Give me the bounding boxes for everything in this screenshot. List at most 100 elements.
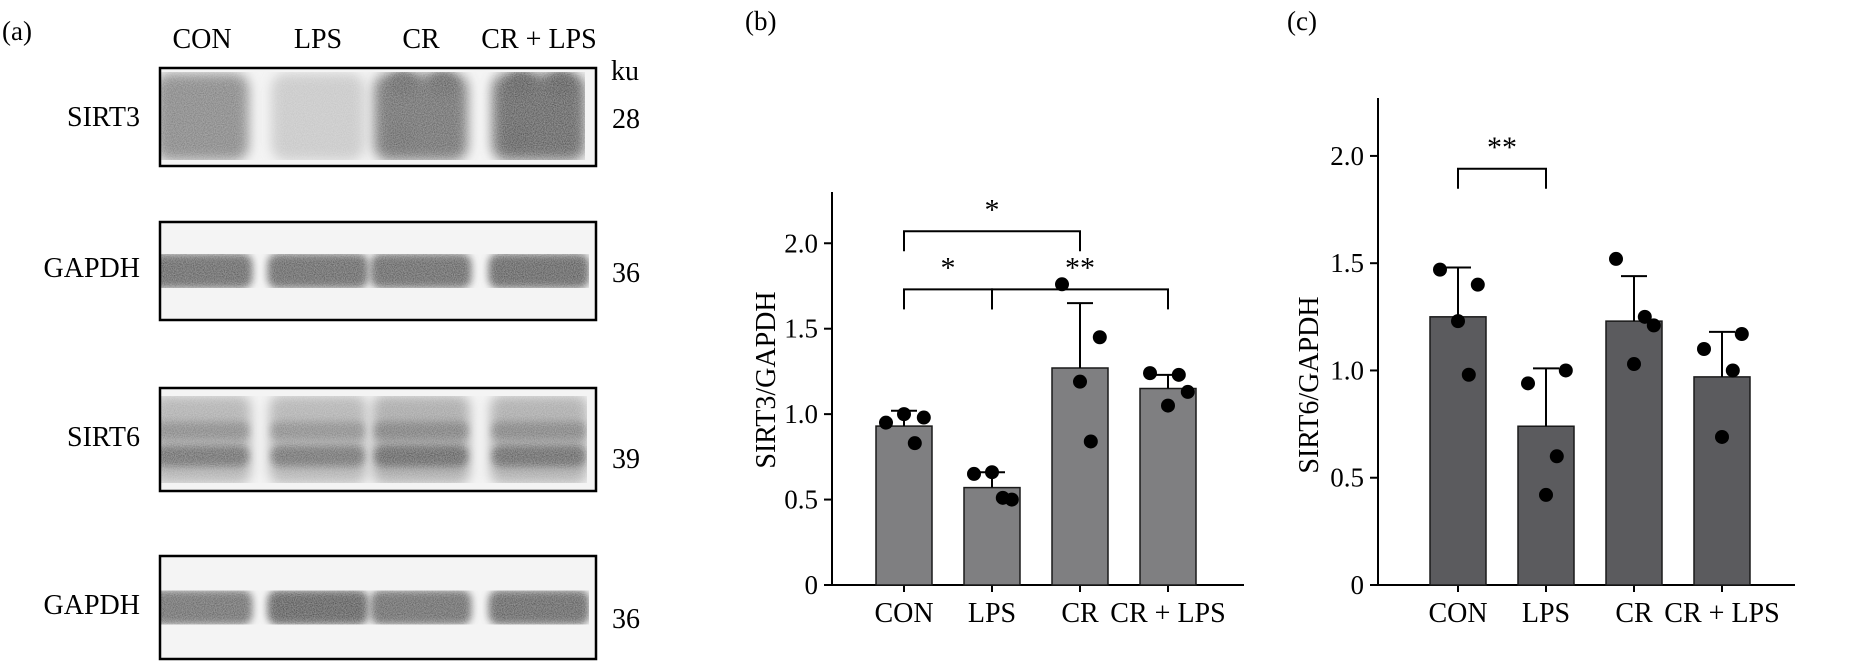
y-tick-label: 0.5 xyxy=(784,485,818,515)
blot-band xyxy=(268,590,368,625)
data-point xyxy=(1637,309,1652,324)
blot-protein-label: SIRT6 xyxy=(67,422,140,453)
x-tick-label-cr: CR xyxy=(1061,598,1099,629)
significance-label: * xyxy=(985,193,1000,226)
y-tick-label: 2.0 xyxy=(1330,141,1364,171)
data-point xyxy=(1521,376,1535,391)
blot-mw-label: 39 xyxy=(612,444,640,475)
blot-band xyxy=(160,254,252,288)
lane-label-con: CON xyxy=(172,24,231,55)
panel-letter-b: (b) xyxy=(745,6,776,36)
x-tick-label-con: CON xyxy=(1428,598,1487,629)
y-tick-label: 0 xyxy=(1351,570,1365,600)
significance-bracket xyxy=(903,288,993,310)
data-point xyxy=(1609,251,1623,266)
data-point xyxy=(1646,318,1661,333)
blot-strips: SIRT3 28 GAPDH 36 SIRT6 39 GAPDH 36 xyxy=(44,66,640,661)
significance-label: * xyxy=(941,251,956,284)
lane-labels: CON LPS CR CR + LPS xyxy=(172,24,596,55)
blot-strip-4-gapdh: GAPDH 36 xyxy=(44,554,640,661)
data-point xyxy=(1461,367,1476,382)
significance-bracket xyxy=(991,288,1169,310)
data-point xyxy=(985,465,999,480)
y-tick-label: 1.5 xyxy=(1330,248,1364,278)
data-point xyxy=(1073,374,1087,389)
panel-letter-c: (c) xyxy=(1287,6,1317,36)
y-axis-title-b: SIRT3/GAPDH xyxy=(751,291,782,468)
blot-band xyxy=(489,590,589,625)
x-tick-label-lps: LPS xyxy=(1522,598,1570,629)
plot-area-c: 0 0.5 1.0 1.5 2.0 CON LPS CR CR + LPS ** xyxy=(1330,98,1795,629)
blot-strip-3-sirt6: SIRT6 39 xyxy=(67,386,640,493)
x-tick-label-cr: CR xyxy=(1615,598,1653,629)
data-point xyxy=(1470,277,1485,292)
blot-band xyxy=(272,74,364,160)
data-point xyxy=(1161,398,1175,413)
blot-band xyxy=(373,396,469,483)
blot-band xyxy=(160,74,248,160)
x-tick-label-con: CON xyxy=(874,598,933,629)
data-point xyxy=(1451,314,1465,329)
data-point xyxy=(1055,277,1069,292)
x-tick-label-lps: LPS xyxy=(968,598,1016,629)
data-point xyxy=(1549,449,1564,464)
significance-label: ** xyxy=(1065,251,1095,284)
bar-lps xyxy=(1517,425,1575,586)
data-point xyxy=(1734,326,1749,341)
data-point xyxy=(879,415,893,430)
data-point xyxy=(995,490,1010,505)
blot-protein-label: GAPDH xyxy=(44,590,140,621)
blot-frame xyxy=(158,66,598,168)
blot-mw-label: 36 xyxy=(612,604,640,635)
data-point xyxy=(1627,357,1641,372)
panel-letter-a: (a) xyxy=(2,16,32,46)
data-point xyxy=(1539,487,1553,502)
data-point xyxy=(1171,367,1186,382)
y-axis-title-c: SIRT6/GAPDH xyxy=(1294,296,1325,473)
blot-band xyxy=(160,590,252,625)
data-point xyxy=(1715,429,1729,444)
data-point xyxy=(967,466,981,481)
blot-band xyxy=(371,254,471,288)
unit-label: ku xyxy=(611,56,639,87)
data-point xyxy=(1083,434,1098,449)
blot-frame xyxy=(158,220,598,322)
western-blot-panel: (a) CON LPS CR CR + LPS ku SIRT3 28 GAPDH 3… xyxy=(2,16,640,661)
blot-strip-2-gapdh: GAPDH 36 xyxy=(44,220,640,322)
blot-protein-label: SIRT3 xyxy=(67,102,140,133)
blot-frame xyxy=(158,554,598,661)
data-point xyxy=(897,407,911,422)
blot-band xyxy=(371,590,471,625)
y-tick-label: 1.0 xyxy=(1330,355,1364,385)
blot-band xyxy=(268,254,368,288)
sirt3-bar-chart: (b) SIRT3/GAPDH 0 0.5 1.0 1.5 2.0 CON LPS CR CR … xyxy=(745,6,1244,629)
blot-strip-1-sirt3: SIRT3 28 xyxy=(67,66,640,168)
bar-con xyxy=(875,425,933,586)
data-point xyxy=(1143,366,1157,381)
data-point xyxy=(1697,342,1711,357)
blot-frame xyxy=(158,386,598,493)
y-tick-label: 1.0 xyxy=(784,399,818,429)
lane-label-lps: LPS xyxy=(294,24,342,55)
lane-label-cr-lps: CR + LPS xyxy=(481,24,596,55)
blot-band xyxy=(270,396,366,483)
bar-cr-lps xyxy=(1139,387,1197,586)
significance-bracket xyxy=(1457,167,1547,189)
data-point xyxy=(1433,262,1447,277)
blot-band xyxy=(493,72,585,160)
data-point xyxy=(1180,384,1195,399)
sirt6-bar-chart: (c) SIRT6/GAPDH 0 0.5 1.0 1.5 2.0 CON LPS CR CR … xyxy=(1287,6,1795,629)
y-tick-label: 1.5 xyxy=(784,314,818,344)
bar-con xyxy=(1429,316,1487,586)
data-point xyxy=(907,436,922,451)
significance-label: ** xyxy=(1487,131,1517,164)
lane-label-cr: CR xyxy=(402,24,440,55)
bar-cr xyxy=(1051,367,1109,586)
y-tick-label: 0.5 xyxy=(1330,463,1364,493)
blot-band xyxy=(491,396,587,483)
blot-mw-label: 28 xyxy=(612,104,640,135)
blot-band xyxy=(489,254,589,288)
y-tick-label: 2.0 xyxy=(784,228,818,258)
x-tick-label-cr-lps: CR + LPS xyxy=(1110,598,1225,629)
